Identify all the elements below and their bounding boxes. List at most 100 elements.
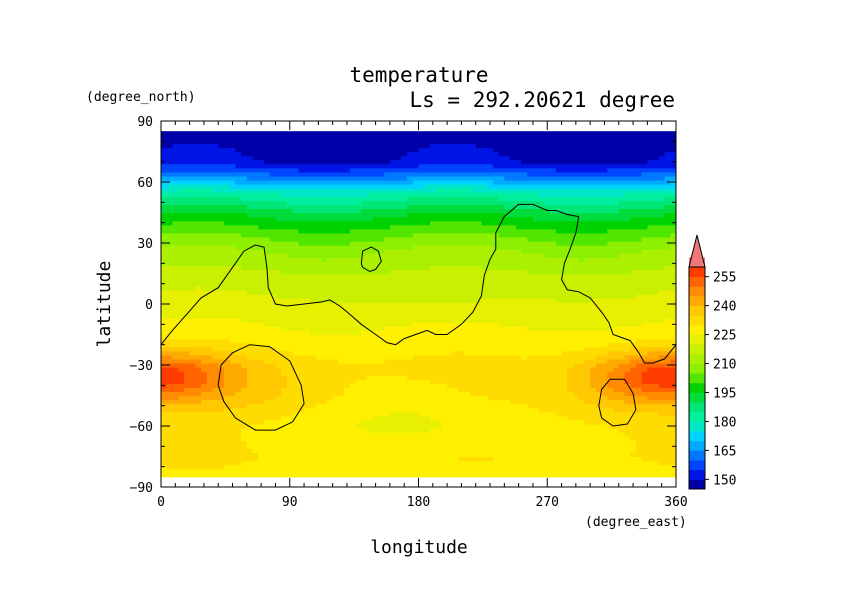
field-cell <box>481 297 557 303</box>
field-cell <box>161 139 676 144</box>
field-cell <box>161 367 179 372</box>
field-cell <box>269 236 385 242</box>
field-cell <box>475 143 676 149</box>
field-cell <box>201 399 265 405</box>
field-cell <box>161 228 299 234</box>
field-cell <box>275 395 334 401</box>
colorbar-swatch <box>689 315 705 326</box>
field-cell <box>241 428 368 433</box>
field-cell <box>161 273 676 279</box>
field-cell <box>555 411 660 417</box>
field-cell <box>555 228 608 234</box>
field-cell <box>429 265 483 271</box>
field-cell <box>275 216 374 222</box>
field-cell <box>161 232 242 238</box>
field-cell <box>264 249 385 254</box>
field-cell <box>212 346 277 352</box>
colorbar-swatch <box>689 305 705 316</box>
colorbar-swatch <box>689 460 705 471</box>
field-cell <box>161 196 242 201</box>
field-cell <box>315 354 414 360</box>
field-cell <box>504 175 666 181</box>
field-cell <box>630 216 676 222</box>
field-cell <box>441 419 586 425</box>
field-cell <box>309 297 483 303</box>
field-cell <box>161 261 676 266</box>
field-cell <box>429 143 477 149</box>
field-cell <box>607 423 676 429</box>
field-cell <box>241 436 631 441</box>
field-cell <box>195 285 202 291</box>
field-cell <box>441 423 608 429</box>
field-cell <box>412 322 500 327</box>
colorbar-swatch <box>689 276 705 287</box>
field-cell <box>429 379 568 384</box>
field-cell <box>613 326 676 332</box>
field-cell <box>418 163 494 169</box>
field-cell <box>235 245 414 250</box>
field-cell <box>258 456 460 462</box>
field-cell <box>618 253 676 258</box>
field-cell <box>161 440 248 445</box>
field-cell <box>567 367 591 372</box>
field-cell <box>618 428 676 433</box>
field-cell <box>664 204 676 210</box>
field-cell <box>578 257 586 262</box>
colorbar-extend-arrow <box>688 234 706 268</box>
field-cell <box>286 383 351 388</box>
field-cell <box>241 232 414 238</box>
field-cell <box>201 358 231 364</box>
field-cell <box>161 277 676 283</box>
field-cell <box>481 220 676 226</box>
field-cell <box>349 240 557 246</box>
y-tick-label: 60 <box>137 176 153 191</box>
field-cell <box>161 326 282 332</box>
colorbar-tick-label: 195 <box>713 386 736 401</box>
field-cell <box>412 245 494 250</box>
field-cell <box>567 379 591 384</box>
field-cell <box>590 375 608 380</box>
field-cell <box>635 362 676 368</box>
field-cell <box>641 379 676 384</box>
topography-contours <box>161 203 676 431</box>
field-cell <box>264 322 414 327</box>
field-cell <box>161 257 322 262</box>
field-cell <box>161 188 179 193</box>
field-cell <box>161 171 271 177</box>
field-cell <box>309 330 362 336</box>
topo-contour-2 <box>217 344 305 431</box>
field-cell <box>206 371 225 376</box>
field-cell <box>223 220 431 226</box>
field-cell <box>218 362 242 368</box>
field-cell <box>521 354 528 360</box>
field-cell <box>201 285 676 291</box>
field-cell <box>161 216 277 222</box>
field-cell <box>361 208 551 214</box>
field-cell <box>584 346 631 352</box>
field-cell <box>281 367 568 372</box>
field-cell <box>658 354 676 360</box>
field-cell <box>212 188 437 193</box>
field-cell <box>607 395 648 401</box>
field-cell <box>647 224 676 230</box>
field-cell <box>658 155 676 161</box>
field-cell <box>492 179 671 185</box>
field-cell <box>590 379 608 384</box>
field-cell <box>178 395 225 401</box>
field-cell <box>458 456 494 462</box>
field-cell <box>161 456 259 462</box>
colorbar-swatch <box>689 469 705 480</box>
field-cell <box>595 362 620 368</box>
field-cell <box>223 407 305 413</box>
field-cell <box>161 407 225 413</box>
field-cell <box>161 289 248 295</box>
field-cell <box>607 350 648 356</box>
field-cell <box>229 184 425 189</box>
field-cell <box>389 411 420 417</box>
field-cell <box>544 200 620 205</box>
field-cell <box>555 297 591 303</box>
field-cell <box>407 151 500 157</box>
colorbar-swatch <box>689 440 705 451</box>
field-cell <box>264 419 362 425</box>
field-cell <box>292 350 454 356</box>
